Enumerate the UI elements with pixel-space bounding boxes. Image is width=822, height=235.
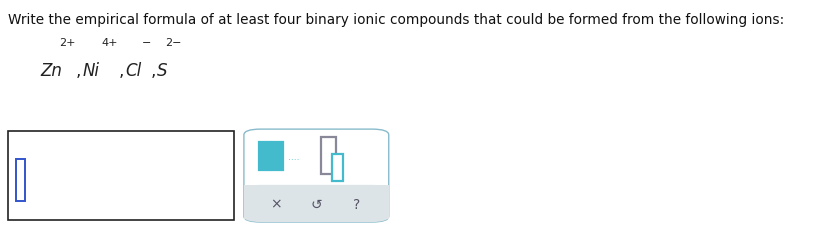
Text: Ni: Ni	[83, 62, 100, 80]
Text: ,: ,	[150, 62, 155, 80]
Text: S: S	[157, 62, 168, 80]
Text: −: −	[141, 38, 151, 47]
FancyBboxPatch shape	[8, 131, 233, 220]
FancyBboxPatch shape	[244, 185, 389, 219]
Text: 4+: 4+	[101, 38, 118, 47]
FancyBboxPatch shape	[16, 159, 25, 201]
Text: ,: ,	[76, 62, 81, 80]
FancyBboxPatch shape	[259, 142, 270, 170]
Text: ....: ....	[288, 153, 299, 162]
FancyBboxPatch shape	[244, 185, 389, 222]
FancyBboxPatch shape	[321, 137, 336, 174]
Text: Write the empirical formula of at least four binary ionic compounds that could b: Write the empirical formula of at least …	[8, 13, 784, 27]
Text: 2+: 2+	[59, 38, 76, 47]
Text: 2−: 2−	[165, 38, 182, 47]
Text: Zn: Zn	[40, 62, 62, 80]
FancyBboxPatch shape	[244, 129, 389, 222]
Text: ,: ,	[118, 62, 124, 80]
Text: ↺: ↺	[311, 198, 322, 212]
FancyBboxPatch shape	[272, 142, 283, 170]
Text: Cl: Cl	[125, 62, 141, 80]
FancyBboxPatch shape	[332, 153, 343, 181]
Text: ×: ×	[270, 198, 282, 212]
Text: ?: ?	[353, 198, 361, 212]
